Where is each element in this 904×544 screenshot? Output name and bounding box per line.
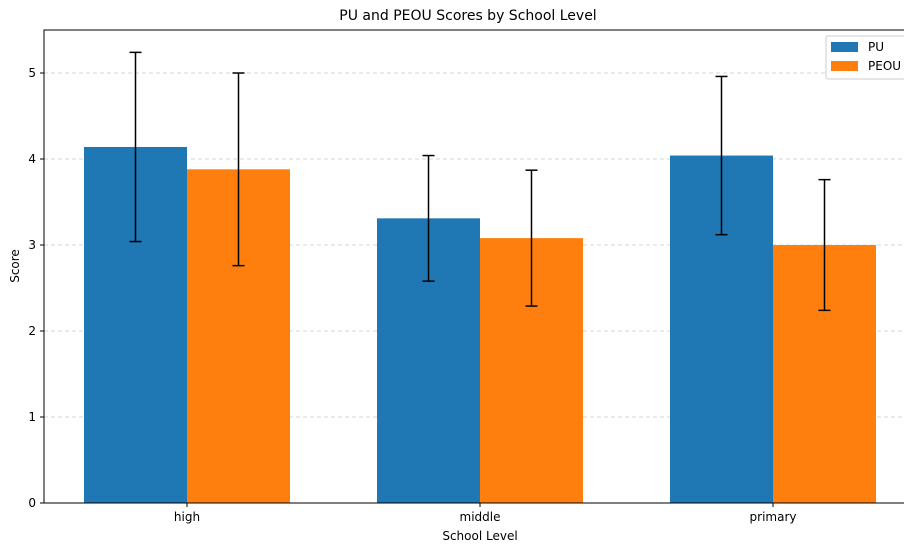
legend-swatch-peou xyxy=(831,61,858,71)
y-tick-label: 1 xyxy=(28,410,36,424)
y-axis-ticks: 0 1 2 3 4 5 xyxy=(28,66,44,510)
plot-frame xyxy=(43,29,904,504)
bars xyxy=(84,146,876,503)
y-tick-label: 5 xyxy=(28,66,36,80)
x-axis-label: School Level xyxy=(442,529,517,543)
error-bars xyxy=(129,51,831,312)
y-tick-label: 4 xyxy=(28,152,36,166)
y-tick-label: 3 xyxy=(28,238,36,252)
x-tick-label: middle xyxy=(460,510,501,524)
legend: PU PEOU xyxy=(825,35,904,80)
legend-swatch-pu xyxy=(831,42,858,52)
legend-label-peou: PEOU xyxy=(868,59,901,73)
x-axis-ticks: high middle primary xyxy=(174,503,797,524)
chart-title: PU and PEOU Scores by School Level xyxy=(339,8,596,24)
y-tick-label: 0 xyxy=(28,496,36,510)
legend-label-pu: PU xyxy=(868,40,884,54)
x-tick-label: primary xyxy=(750,510,797,524)
y-axis-label: Score xyxy=(8,249,22,283)
y-tick-label: 2 xyxy=(28,324,36,338)
x-tick-label: high xyxy=(174,510,200,524)
